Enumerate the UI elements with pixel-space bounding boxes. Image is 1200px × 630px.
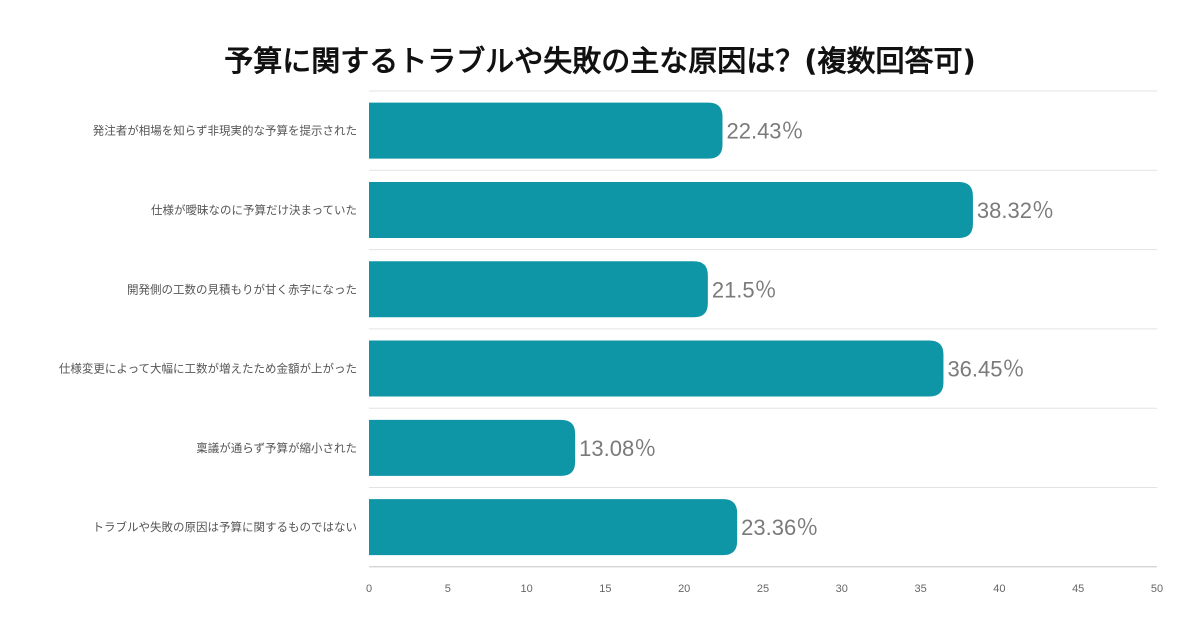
bar bbox=[369, 261, 708, 318]
x-tick-label: 40 bbox=[993, 583, 1005, 595]
x-tick-label: 20 bbox=[678, 583, 690, 595]
data-label: 38.32％ bbox=[977, 198, 1054, 223]
labels: 発注者が相場を知らず非現実的な予算を提示された 22.43％ 仕様が曖昧なのに予算だ… bbox=[59, 119, 1054, 541]
data-label: 22.43％ bbox=[726, 119, 803, 144]
category-label: 開発側の工数の見積もりが甘く赤字になった bbox=[127, 282, 357, 296]
category-label: 稟議が通らず予算が縮小された bbox=[196, 441, 357, 455]
bar bbox=[369, 419, 576, 476]
bar bbox=[369, 499, 738, 556]
x-tick-label: 5 bbox=[445, 583, 451, 595]
x-axis: 0 5 10 15 20 25 30 35 40 45 50 bbox=[366, 566, 1163, 595]
bars bbox=[369, 102, 973, 556]
data-label: 36.45％ bbox=[947, 357, 1024, 382]
bar bbox=[369, 102, 723, 159]
data-label: 21.5％ bbox=[712, 277, 777, 302]
x-tick-label: 15 bbox=[599, 583, 611, 595]
bar bbox=[369, 181, 973, 238]
x-tick-label: 50 bbox=[1151, 583, 1163, 595]
chart-title: 予算に関するトラブルや失敗の主な原因は？(複数回答可) bbox=[224, 44, 976, 78]
bar bbox=[369, 340, 944, 397]
data-label: 23.36％ bbox=[741, 515, 818, 540]
x-tick-label: 0 bbox=[366, 583, 372, 595]
x-tick-label: 25 bbox=[757, 583, 769, 595]
x-tick-label: 35 bbox=[914, 583, 926, 595]
x-tick-label: 45 bbox=[1072, 583, 1084, 595]
x-tick-label: 10 bbox=[520, 583, 532, 595]
category-label: トラブルや失敗の原因は予算に関するものではない bbox=[93, 520, 358, 534]
category-label: 仕様変更によって大幅に工数が増えたため金額が上がった bbox=[59, 362, 357, 376]
category-label: 仕様が曖昧なのに予算だけ決まっていた bbox=[151, 203, 357, 217]
x-tick-label: 30 bbox=[836, 583, 848, 595]
grid-lines bbox=[369, 90, 1157, 568]
data-label: 13.08％ bbox=[579, 436, 656, 461]
category-label: 発注者が相場を知らず非現実的な予算を提示された bbox=[93, 124, 357, 138]
